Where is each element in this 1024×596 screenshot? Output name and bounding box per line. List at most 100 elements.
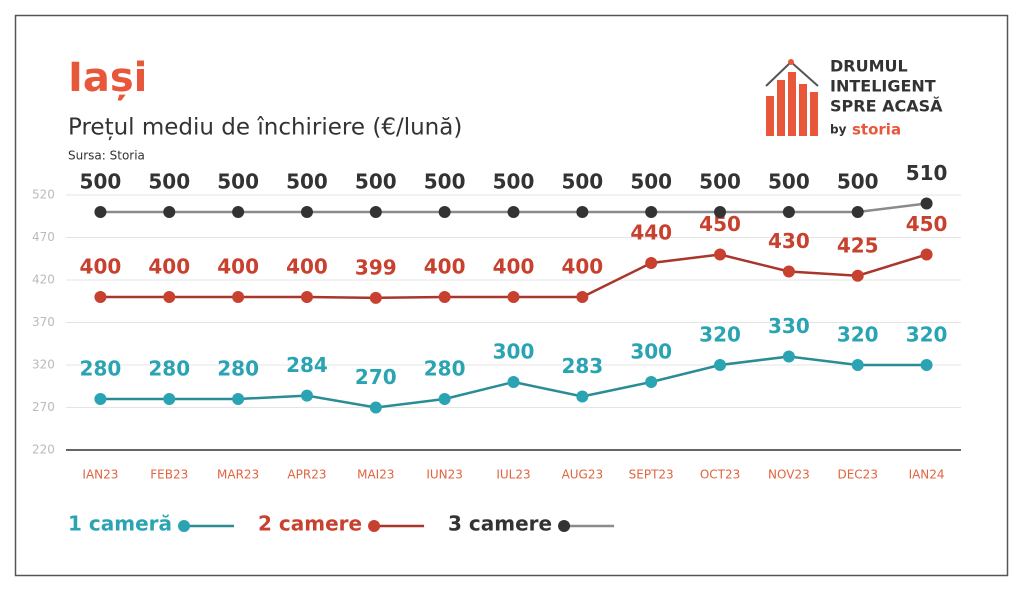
data-point bbox=[507, 206, 520, 218]
data-point bbox=[851, 269, 864, 282]
logo-bar bbox=[799, 84, 807, 136]
data-point bbox=[714, 248, 727, 261]
data-label: 500 bbox=[493, 170, 535, 194]
data-point bbox=[232, 206, 245, 218]
x-tick-label: AUG23 bbox=[562, 468, 604, 482]
data-point bbox=[645, 376, 658, 388]
x-tick-label: SEPT23 bbox=[629, 468, 674, 482]
x-tick-label: APR23 bbox=[287, 468, 326, 482]
data-point bbox=[232, 291, 245, 303]
data-point bbox=[645, 206, 658, 218]
data-label: 330 bbox=[768, 314, 810, 338]
logo-bar bbox=[788, 72, 796, 136]
y-tick-label: 220 bbox=[32, 443, 55, 457]
logo-dot bbox=[788, 59, 794, 65]
data-label: 430 bbox=[768, 229, 810, 253]
data-point bbox=[438, 291, 451, 303]
x-tick-label: MAR23 bbox=[217, 468, 259, 482]
data-label: 320 bbox=[699, 323, 741, 347]
data-point bbox=[576, 291, 589, 303]
data-point bbox=[851, 359, 864, 371]
data-point bbox=[438, 393, 451, 405]
data-point bbox=[438, 206, 451, 218]
data-point bbox=[920, 248, 933, 261]
y-tick-label: 470 bbox=[32, 230, 55, 244]
data-label: 399 bbox=[355, 255, 397, 279]
data-point bbox=[163, 206, 176, 218]
legend-label: 3 camere bbox=[448, 512, 552, 536]
x-tick-label: DEC23 bbox=[837, 468, 877, 482]
data-label: 440 bbox=[630, 221, 672, 245]
x-tick-label: IUN23 bbox=[426, 468, 463, 482]
legend-marker bbox=[558, 520, 571, 532]
data-point bbox=[782, 350, 795, 363]
x-tick-label: IUL23 bbox=[496, 468, 530, 482]
chart-subtitle: Prețul mediu de închiriere (€/lună) bbox=[68, 115, 462, 141]
x-tick-label: IAN24 bbox=[909, 468, 945, 482]
data-label: 500 bbox=[561, 170, 603, 194]
data-label: 400 bbox=[561, 255, 603, 279]
y-tick-label: 520 bbox=[32, 188, 55, 202]
data-label: 500 bbox=[355, 170, 397, 194]
legend-label: 1 cameră bbox=[68, 512, 172, 536]
data-label: 400 bbox=[493, 255, 535, 279]
data-point bbox=[507, 291, 520, 303]
data-label: 510 bbox=[906, 161, 948, 185]
data-label: 280 bbox=[217, 357, 259, 381]
data-point bbox=[94, 206, 107, 218]
data-label: 450 bbox=[906, 212, 948, 236]
data-label: 400 bbox=[286, 255, 328, 279]
data-point bbox=[94, 393, 107, 405]
data-point bbox=[576, 390, 589, 403]
x-tick-label: IAN23 bbox=[82, 468, 118, 482]
data-label: 500 bbox=[699, 170, 741, 194]
y-tick-label: 270 bbox=[32, 400, 55, 414]
data-label: 300 bbox=[493, 340, 535, 364]
brand-by: by bbox=[830, 123, 847, 137]
y-tick-label: 320 bbox=[32, 358, 55, 372]
data-label: 500 bbox=[424, 170, 466, 194]
data-point bbox=[782, 265, 795, 278]
data-label: 425 bbox=[837, 233, 879, 257]
data-point bbox=[645, 257, 658, 269]
brand-line: INTELIGENT bbox=[830, 77, 936, 96]
data-point bbox=[714, 359, 727, 371]
legend-marker bbox=[178, 520, 190, 532]
data-point bbox=[369, 206, 382, 218]
source: Sursa: Storia bbox=[68, 149, 145, 163]
x-tick-label: FEB23 bbox=[150, 468, 188, 482]
data-label: 500 bbox=[217, 170, 259, 194]
data-label: 500 bbox=[837, 170, 879, 194]
x-tick-label: OCT23 bbox=[700, 468, 740, 482]
data-label: 280 bbox=[80, 357, 122, 381]
x-tick-label: NOV23 bbox=[768, 468, 810, 482]
data-label: 400 bbox=[80, 255, 122, 279]
data-point bbox=[369, 401, 382, 414]
logo-bar bbox=[766, 96, 774, 136]
brand-line: DRUMUL bbox=[830, 57, 908, 76]
data-point bbox=[920, 359, 933, 371]
logo-bar bbox=[777, 80, 785, 136]
data-label: 280 bbox=[148, 357, 190, 381]
data-point bbox=[920, 197, 933, 210]
data-label: 500 bbox=[286, 170, 328, 194]
logo: DRUMUL INTELIGENT SPRE ACASĂ by storia bbox=[765, 57, 943, 139]
chart-title: Iași bbox=[68, 55, 147, 101]
data-point bbox=[300, 389, 313, 402]
brand-line: SPRE ACASĂ bbox=[830, 97, 943, 116]
brand-name: storia bbox=[852, 121, 901, 139]
data-point bbox=[300, 291, 313, 303]
data-label: 500 bbox=[630, 170, 672, 194]
data-point bbox=[163, 393, 176, 405]
legend-marker bbox=[368, 520, 381, 532]
data-label: 320 bbox=[837, 323, 879, 347]
data-point bbox=[714, 206, 727, 218]
data-label: 284 bbox=[286, 353, 328, 377]
data-point bbox=[782, 206, 795, 218]
data-point bbox=[507, 376, 520, 388]
data-label: 400 bbox=[217, 255, 259, 279]
data-label: 320 bbox=[906, 323, 948, 347]
data-point bbox=[300, 206, 313, 218]
data-point bbox=[163, 291, 176, 303]
